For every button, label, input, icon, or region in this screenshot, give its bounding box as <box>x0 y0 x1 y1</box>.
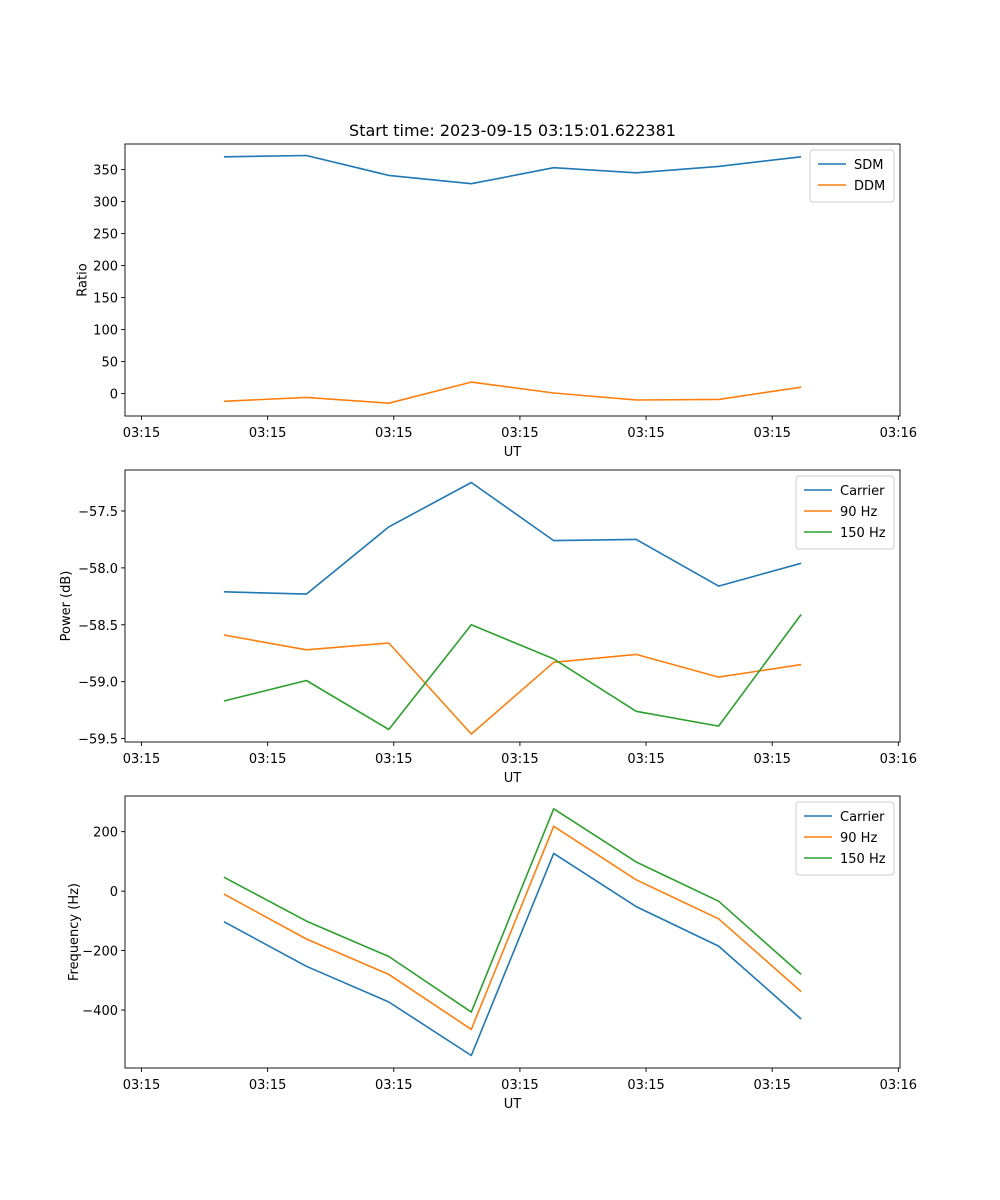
x-tick-label: 03:16 <box>880 426 917 441</box>
x-axis-label: UT <box>504 445 522 460</box>
x-tick-label: 03:16 <box>880 1078 917 1093</box>
x-axis-label: UT <box>504 771 522 786</box>
series-line-carrier <box>223 852 802 1057</box>
panel-1: Start time: 2023-09-15 03:15:01.62238103… <box>75 121 917 460</box>
legend-label: DDM <box>854 179 885 194</box>
legend: SDM DDM <box>809 149 895 203</box>
legend-label: 150 Hz <box>840 526 886 541</box>
y-tick-label: 300 <box>93 196 118 211</box>
y-axis-label: Power (dB) <box>59 571 74 642</box>
y-axis-label: Frequency (Hz) <box>67 883 82 981</box>
y-tick-label: 0 <box>110 388 118 403</box>
panel-2: 03:15 03:15 03:15 03:15 03:15 03:15 03:16 −59.5… <box>59 469 917 786</box>
y-tick-label: −59.0 <box>78 676 118 691</box>
axes-frame <box>124 469 901 743</box>
series-line-90-hz <box>223 634 802 735</box>
y-tick-label: −400 <box>82 1004 118 1019</box>
series-line-sdm <box>223 154 802 185</box>
x-tick-label: 03:15 <box>375 426 412 441</box>
x-tick-label: 03:15 <box>249 752 286 767</box>
series-line-150-hz <box>223 614 802 731</box>
series-line-ddm <box>223 381 802 405</box>
legend-label: 90 Hz <box>840 831 877 846</box>
y-tick-label: 200 <box>93 260 118 275</box>
x-tick-label: 03:15 <box>501 426 538 441</box>
legend: Carrier 90 Hz 150 Hz <box>795 801 895 876</box>
x-tick-label: 03:15 <box>123 1078 160 1093</box>
y-tick-label: 150 <box>93 292 118 307</box>
x-tick-label: 03:15 <box>627 752 664 767</box>
x-tick-label: 03:15 <box>375 1078 412 1093</box>
x-tick-label: 03:15 <box>627 426 664 441</box>
y-tick-label: 200 <box>93 826 118 841</box>
y-tick-label: −57.5 <box>78 505 118 520</box>
x-tick-label: 03:15 <box>249 1078 286 1093</box>
legend-box <box>795 475 895 550</box>
y-tick-label: −200 <box>82 945 118 960</box>
chart-title: Start time: 2023-09-15 03:15:01.622381 <box>349 121 676 140</box>
x-tick-label: 03:16 <box>880 752 917 767</box>
x-axis-label: UT <box>504 1097 522 1112</box>
x-tick-label: 03:15 <box>753 1078 790 1093</box>
legend-box <box>809 149 895 203</box>
legend-label: SDM <box>854 158 883 173</box>
x-tick-label: 03:15 <box>375 752 412 767</box>
legend-label: 150 Hz <box>840 852 886 867</box>
legend: Carrier 90 Hz 150 Hz <box>795 475 895 550</box>
x-tick-label: 03:15 <box>501 752 538 767</box>
x-tick-label: 03:15 <box>123 752 160 767</box>
x-tick-label: 03:15 <box>501 1078 538 1093</box>
legend-label: 90 Hz <box>840 505 877 520</box>
y-tick-label: −58.5 <box>78 619 118 634</box>
legend-box <box>795 801 895 876</box>
y-tick-label: 100 <box>93 324 118 339</box>
y-tick-label: 350 <box>93 164 118 179</box>
y-axis-label: Ratio <box>75 263 90 296</box>
x-tick-label: 03:15 <box>753 426 790 441</box>
series-line-150-hz <box>223 807 802 1013</box>
x-tick-label: 03:15 <box>753 752 790 767</box>
y-tick-label: −59.5 <box>78 733 118 748</box>
panel-3: 03:15 03:15 03:15 03:15 03:15 03:15 03:16 −400 −… <box>67 795 917 1112</box>
y-tick-label: −58.0 <box>78 562 118 577</box>
legend-label: Carrier <box>840 484 885 499</box>
x-tick-label: 03:15 <box>627 1078 664 1093</box>
y-tick-label: 250 <box>93 228 118 243</box>
x-tick-label: 03:15 <box>123 426 160 441</box>
y-tick-label: 50 <box>101 356 118 371</box>
legend-label: Carrier <box>840 810 885 825</box>
series-line-90-hz <box>223 825 802 1031</box>
axes-frame <box>124 143 901 417</box>
axes-frame <box>124 795 901 1069</box>
series-line-carrier <box>223 481 802 595</box>
y-tick-label: 0 <box>110 885 118 900</box>
x-tick-label: 03:15 <box>249 426 286 441</box>
